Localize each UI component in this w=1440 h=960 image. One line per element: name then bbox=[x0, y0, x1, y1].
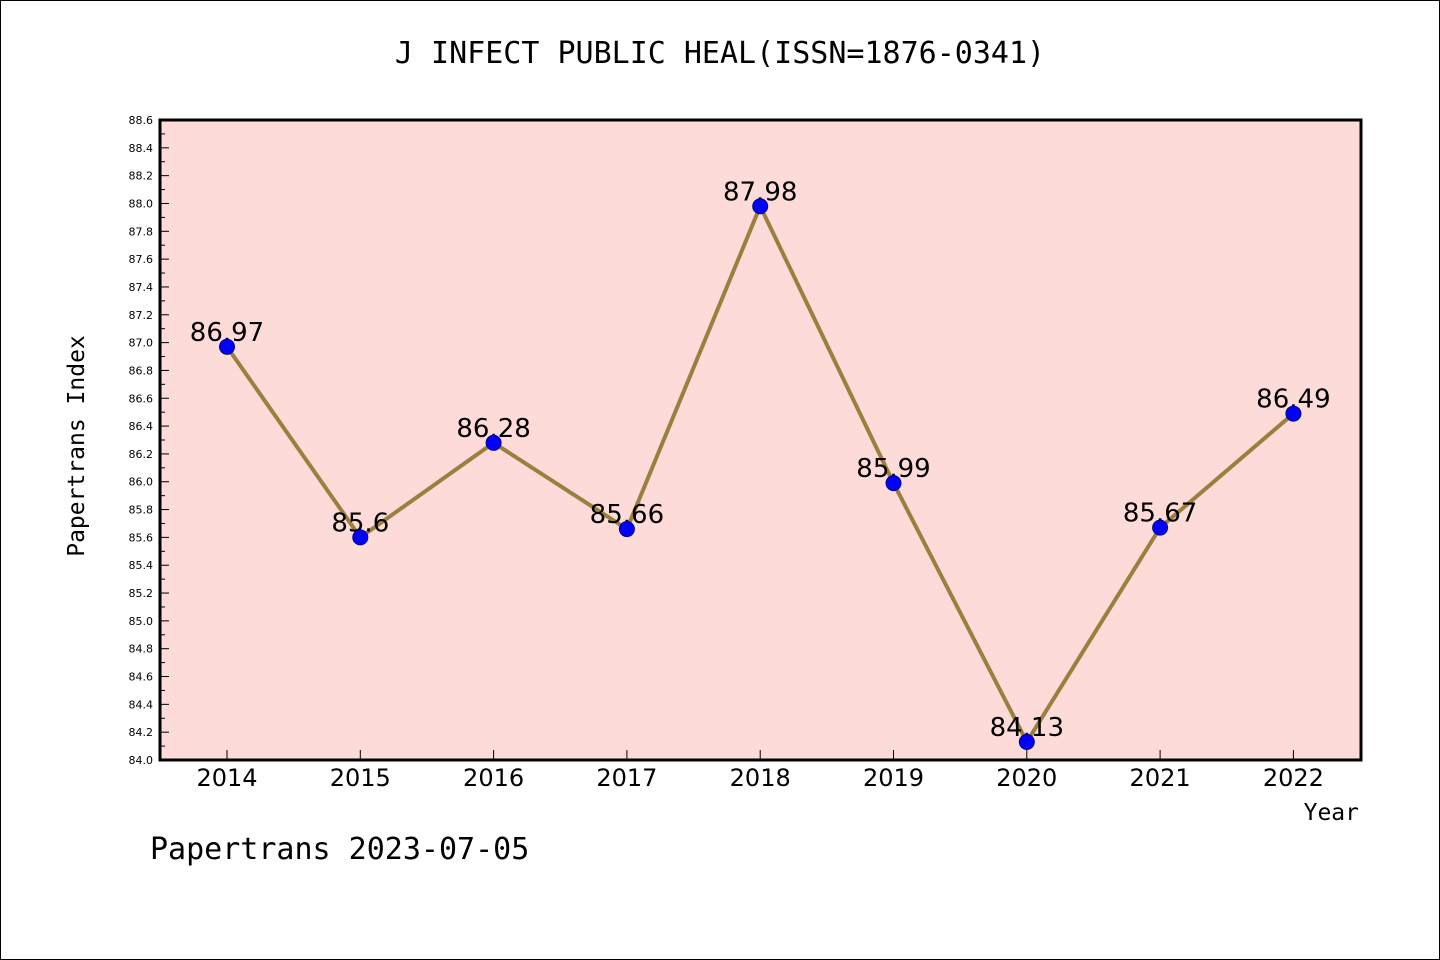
y-tick-label: 84.8 bbox=[129, 643, 154, 656]
y-axis-ticks: 84.0 84.2 84.4 84.6 84.8 85.0 85.2 85.4 85.6 85.8… bbox=[129, 114, 169, 767]
x-axis-label: Year bbox=[1304, 800, 1359, 826]
data-point bbox=[485, 434, 502, 451]
data-point bbox=[1018, 733, 1035, 750]
data-point bbox=[618, 521, 635, 538]
y-tick-label: 85.4 bbox=[129, 559, 154, 572]
plot-border bbox=[158, 118, 1363, 762]
data-point bbox=[352, 529, 369, 546]
x-tick-label: 2022 bbox=[1263, 764, 1324, 792]
y-tick-label: 86.0 bbox=[129, 476, 154, 489]
y-tick-label: 87.0 bbox=[129, 337, 154, 350]
data-point bbox=[1285, 405, 1302, 422]
y-axis-label: Papertrans Index bbox=[64, 335, 90, 557]
y-tick-label: 88.4 bbox=[129, 142, 154, 155]
x-axis-ticks: 2014 2015 2016 2017 2018 2019 2020 2021 2022 bbox=[196, 750, 1324, 792]
x-tick-label: 2019 bbox=[863, 764, 924, 792]
y-tick-label: 87.8 bbox=[129, 225, 154, 238]
data-point bbox=[1152, 519, 1169, 536]
y-tick-label: 84.0 bbox=[129, 754, 154, 767]
x-tick-label: 2020 bbox=[996, 764, 1057, 792]
y-tick-label: 86.2 bbox=[129, 448, 154, 461]
data-point bbox=[752, 198, 769, 215]
x-tick-label: 2021 bbox=[1130, 764, 1191, 792]
y-tick-label: 86.8 bbox=[129, 364, 154, 377]
x-tick-label: 2017 bbox=[596, 764, 657, 792]
data-point bbox=[885, 475, 902, 492]
x-tick-label: 2016 bbox=[463, 764, 524, 792]
y-tick-label: 86.6 bbox=[129, 392, 154, 405]
x-tick-label: 2015 bbox=[330, 764, 391, 792]
y-tick-label: 87.6 bbox=[129, 253, 154, 266]
y-tick-label: 88.6 bbox=[129, 114, 154, 127]
y-tick-label: 85.6 bbox=[129, 531, 154, 544]
chart-title: J INFECT PUBLIC HEAL(ISSN=1876-0341) bbox=[394, 36, 1046, 71]
y-tick-label: 85.0 bbox=[129, 615, 154, 628]
y-tick-label: 85.2 bbox=[129, 587, 154, 600]
y-tick-label: 85.8 bbox=[129, 504, 154, 517]
y-tick-label: 87.2 bbox=[129, 309, 154, 322]
y-tick-label: 87.4 bbox=[129, 281, 154, 294]
series-markers bbox=[219, 198, 1302, 750]
plot-area bbox=[160, 120, 1361, 760]
x-tick-label: 2018 bbox=[730, 764, 791, 792]
data-point bbox=[219, 338, 235, 355]
x-tick-label: 2014 bbox=[196, 764, 257, 792]
y-tick-label: 86.4 bbox=[129, 420, 154, 433]
y-tick-label: 84.4 bbox=[129, 698, 154, 711]
y-tick-label: 84.2 bbox=[129, 726, 154, 739]
footer-note: Papertrans 2023-07-05 bbox=[150, 832, 530, 867]
y-tick-label: 88.2 bbox=[129, 170, 154, 183]
y-tick-label: 88.0 bbox=[129, 197, 154, 210]
y-tick-label: 84.6 bbox=[129, 671, 154, 684]
